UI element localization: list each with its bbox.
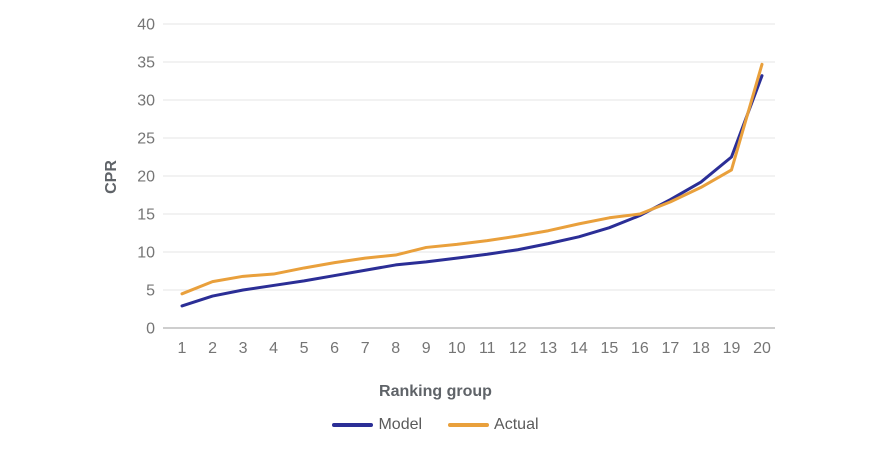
actual-line-swatch — [448, 423, 490, 427]
x-tick-label: 3 — [239, 340, 248, 357]
x-tick-label: 6 — [330, 340, 339, 357]
y-tick-label: 40 — [137, 17, 155, 34]
x-tick-label: 2 — [208, 340, 217, 357]
x-tick-label: 1 — [178, 340, 187, 357]
model-line-swatch — [332, 423, 374, 427]
legend: Model Actual — [0, 416, 871, 434]
x-axis-title: Ranking group — [379, 383, 492, 400]
y-tick-label: 20 — [137, 169, 155, 186]
x-tick-label: 19 — [723, 340, 741, 357]
y-tick-label: 25 — [137, 131, 155, 148]
x-tick-label: 10 — [448, 340, 466, 357]
x-tick-label: 20 — [753, 340, 771, 357]
x-tick-label: 7 — [361, 340, 370, 357]
y-tick-label: 10 — [137, 245, 155, 262]
x-tick-label: 9 — [422, 340, 431, 357]
x-tick-label: 12 — [509, 340, 527, 357]
x-tick-label: 5 — [300, 340, 309, 357]
legend-item-model[interactable]: Model — [332, 416, 422, 434]
y-tick-label: 0 — [146, 321, 155, 338]
x-tick-label: 4 — [269, 340, 278, 357]
x-tick-label: 11 — [479, 340, 496, 357]
y-tick-label: 15 — [137, 207, 155, 224]
series-line-actual[interactable] — [180, 62, 764, 296]
legend-label-actual: Actual — [494, 416, 539, 433]
x-tick-label: 14 — [570, 340, 588, 357]
x-tick-label: 15 — [600, 340, 618, 357]
series-line-model[interactable] — [180, 74, 764, 308]
y-tick-label: 30 — [137, 93, 155, 110]
x-tick-label: 13 — [539, 340, 557, 357]
x-tick-label: 17 — [662, 340, 680, 357]
legend-item-actual[interactable]: Actual — [448, 416, 539, 434]
y-axis-title: CPR — [103, 160, 120, 194]
x-tick-label: 18 — [692, 340, 710, 357]
y-tick-label: 35 — [137, 55, 155, 72]
x-tick-label: 16 — [631, 340, 649, 357]
y-tick-label: 5 — [146, 283, 155, 300]
legend-label-model: Model — [378, 416, 423, 433]
x-tick-label: 8 — [391, 340, 400, 357]
